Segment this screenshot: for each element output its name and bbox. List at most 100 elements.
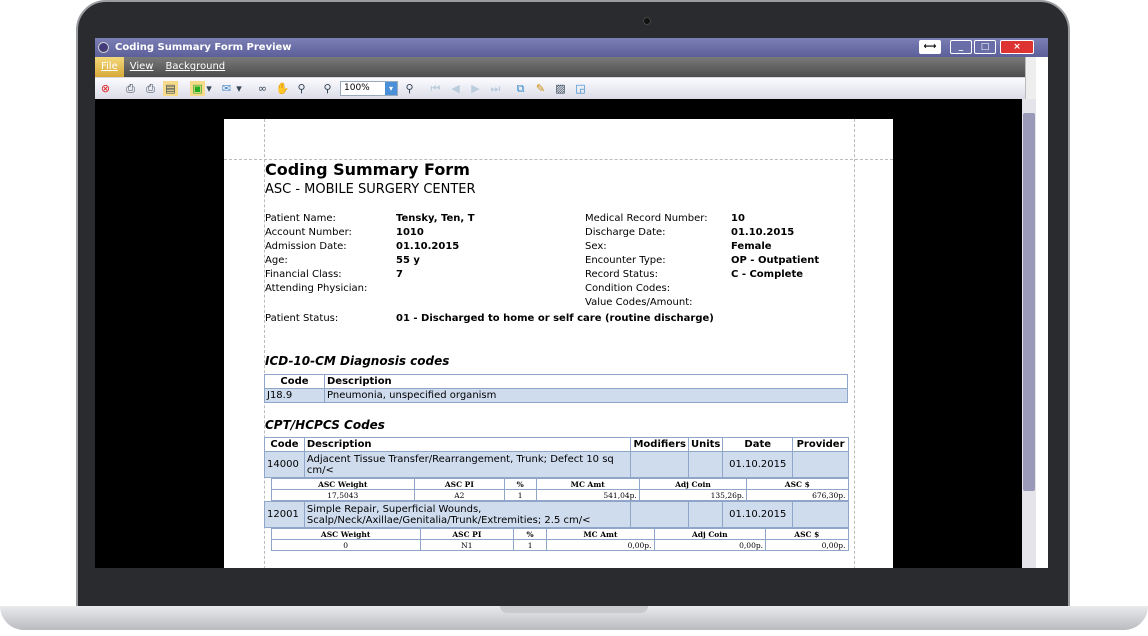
- field-label: Financial Class:: [265, 269, 342, 280]
- cpt-section-title: CPT/HCPCS Codes: [265, 418, 385, 432]
- field-value: 01.10.2015: [731, 227, 795, 238]
- field-value: Tensky, Ten, T: [396, 213, 475, 224]
- chevron-down-icon[interactable]: ▾: [385, 82, 397, 95]
- app-icon: [98, 42, 109, 53]
- patient-status-label: Patient Status:: [265, 313, 339, 324]
- vertical-scrollbar[interactable]: [1022, 99, 1036, 568]
- first-page-icon[interactable]: ⏮: [430, 82, 441, 95]
- cpt-units: [687, 451, 724, 478]
- email-icon[interactable]: ✉: [221, 82, 232, 95]
- window-title: Coding Summary Form Preview: [115, 42, 292, 53]
- field-label: Sex:: [585, 241, 607, 252]
- icd-section-title: ICD-10-CM Diagnosis codes: [265, 354, 450, 368]
- cpt-provider: [792, 501, 849, 528]
- menu-file[interactable]: File: [95, 57, 124, 77]
- close-button[interactable]: ×: [1000, 40, 1034, 54]
- close-preview-icon[interactable]: ⊗: [100, 82, 111, 95]
- field-label: Account Number:: [265, 227, 352, 238]
- page-setup-icon[interactable]: ▤: [163, 81, 178, 96]
- cpt-description: Adjacent Tissue Transfer/Rearrangement, …: [303, 451, 632, 478]
- asc-value: 17,5043: [270, 489, 416, 501]
- cpt-table: Code Description Modifiers Units Date Provide…: [264, 437, 849, 551]
- field-label: Record Status:: [585, 269, 658, 280]
- menu-bar: File View Background: [95, 57, 1025, 77]
- facility-name: ASC - MOBILE SURGERY CENTER: [265, 182, 476, 197]
- hand-tool-icon[interactable]: ✋: [275, 82, 290, 95]
- scale-icon[interactable]: ◲: [575, 82, 586, 95]
- asc-value: 1: [512, 539, 548, 551]
- asc-header: MC Amt: [535, 478, 640, 490]
- cpt-modifiers: [630, 501, 689, 528]
- report-page: Coding Summary Form ASC - MOBILE SURGERY…: [224, 119, 893, 568]
- form-title: Coding Summary Form: [265, 160, 470, 179]
- menu-background[interactable]: Background: [165, 61, 226, 72]
- diagnosis-description: Pneumonia, unspecified organism: [324, 388, 848, 403]
- cpt-provider: [792, 451, 849, 478]
- asc-value: 0: [270, 539, 421, 551]
- email-dropdown-icon[interactable]: ▾: [236, 82, 242, 95]
- asc-subtable: ASC Weight ASC PI% MC Amt Adj Coin ASC $ 0 N1 1…: [270, 528, 849, 551]
- cpt-header: Date: [722, 437, 794, 452]
- maximize-button[interactable]: □: [974, 40, 996, 54]
- diagnosis-code: J18.9: [264, 388, 325, 403]
- zoom-value: 100%: [344, 83, 370, 93]
- print-setup-icon[interactable]: ⎙: [146, 82, 155, 95]
- asc-value: 0,00p.: [765, 539, 849, 551]
- last-page-icon[interactable]: ⏭: [490, 82, 501, 95]
- find-icon[interactable]: ∞: [257, 82, 268, 95]
- export-dropdown-icon[interactable]: ▾: [206, 82, 212, 95]
- laptop-base: [0, 606, 1148, 630]
- cpt-description: Simple Repair, Superficial Wounds, Scalp…: [303, 501, 632, 528]
- asc-header: %: [512, 528, 548, 540]
- menu-view[interactable]: View: [129, 61, 154, 72]
- export-icon[interactable]: ▣: [190, 81, 205, 96]
- table-row: J18.9 Pneumonia, unspecified organism: [264, 388, 848, 403]
- minimize-button[interactable]: _: [950, 40, 972, 54]
- asc-header: ASC PI: [419, 528, 514, 540]
- asc-value: 0,00p.: [653, 539, 767, 551]
- preview-area: Coding Summary Form ASC - MOBILE SURGERY…: [95, 99, 1022, 568]
- print-icon[interactable]: ⎙: [126, 82, 135, 95]
- next-page-icon[interactable]: ▶: [471, 82, 480, 95]
- cpt-code: 12001: [264, 501, 305, 528]
- zoom-out-icon[interactable]: ⚲: [323, 82, 332, 95]
- asc-value: 541,04p.: [535, 489, 640, 501]
- cpt-modifiers: [630, 451, 689, 478]
- asc-header: ASC Weight: [270, 478, 416, 490]
- title-bar: Coding Summary Form Preview ⟷ _ □ ×: [95, 38, 1048, 57]
- zoom-in-icon[interactable]: ⚲: [405, 82, 414, 95]
- field-value: 01.10.2015: [396, 241, 460, 252]
- field-value: C - Complete: [731, 269, 804, 280]
- watermark-icon[interactable]: ▨: [555, 82, 566, 95]
- asc-header: MC Amt: [546, 528, 655, 540]
- asc-header: ASC PI: [414, 478, 505, 490]
- field-label: Patient Name:: [265, 213, 336, 224]
- cpt-date: 01.10.2015: [722, 451, 794, 478]
- cpt-header: Description: [303, 437, 632, 452]
- field-label: Discharge Date:: [585, 227, 666, 238]
- color-icon[interactable]: ✎: [535, 82, 546, 95]
- asc-value: A2: [414, 489, 505, 501]
- patient-status-value: 01 - Discharged to home or self care (ro…: [396, 313, 714, 324]
- field-label: Condition Codes:: [585, 283, 671, 294]
- previous-page-icon[interactable]: ◀: [451, 82, 460, 95]
- asc-header: ASC $: [765, 528, 849, 540]
- field-label: Medical Record Number:: [585, 213, 708, 224]
- col-code: Code: [264, 374, 325, 389]
- field-label: Encounter Type:: [585, 255, 666, 266]
- cpt-header: Modifiers: [630, 437, 689, 452]
- field-value: Female: [731, 241, 772, 252]
- resize-button[interactable]: ⟷: [919, 40, 941, 54]
- app-window: Coding Summary Form Preview ⟷ _ □ × File…: [95, 38, 1048, 568]
- field-value: 1010: [396, 227, 424, 238]
- field-label: Admission Date:: [265, 241, 347, 252]
- asc-header: Adj Coin: [653, 528, 767, 540]
- multipage-icon[interactable]: ⧉: [516, 82, 525, 95]
- zoom-select[interactable]: 100% ▾: [340, 81, 398, 96]
- asc-value: 0,00p.: [546, 539, 655, 551]
- magnifier-icon[interactable]: ⚲: [297, 82, 306, 95]
- scroll-thumb[interactable]: [1023, 113, 1035, 491]
- toolbar-scroll[interactable]: [1025, 57, 1037, 99]
- cpt-header: Provider: [792, 437, 849, 452]
- asc-header: ASC Weight: [270, 528, 421, 540]
